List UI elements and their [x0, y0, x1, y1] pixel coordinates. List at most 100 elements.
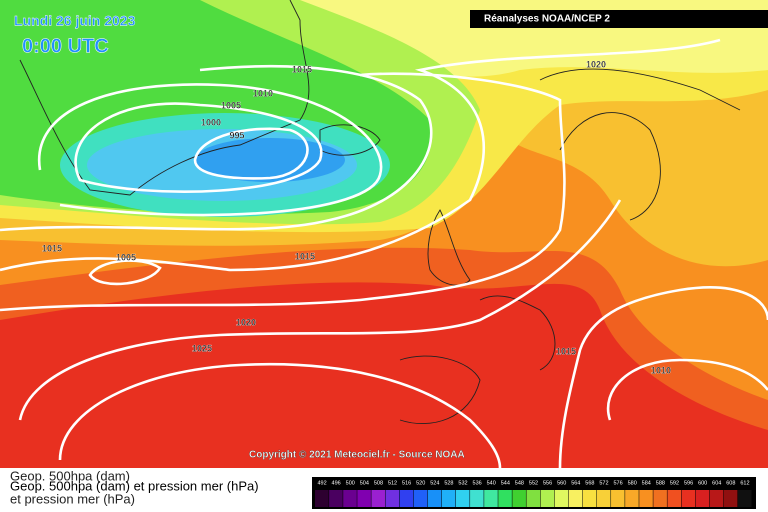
isobar-label: 1015	[295, 251, 315, 261]
legend-swatch	[695, 490, 710, 507]
legend-swatch	[737, 490, 752, 507]
isobar-label: 1015	[556, 346, 576, 356]
isobar-label: 1010	[253, 88, 273, 98]
legend-swatch	[329, 490, 343, 507]
caption-line: Geop. 500hpa (dam)	[10, 468, 130, 483]
isobar	[0, 64, 433, 232]
legend-swatch	[596, 490, 611, 507]
legend-label: 540	[487, 480, 496, 486]
isobar	[558, 286, 768, 469]
legend-swatch	[681, 490, 696, 507]
legend-label: 612	[740, 480, 749, 486]
isobar-label: 1005	[116, 252, 136, 262]
legend-label: 584	[642, 480, 651, 486]
legend-label: 576	[613, 480, 622, 486]
legend-label: 520	[416, 480, 425, 486]
legend-label: 572	[599, 480, 608, 486]
legend-swatch	[526, 490, 541, 507]
isobar-label: 1025	[192, 343, 212, 353]
legend-label: 588	[656, 480, 665, 486]
legend-label: 508	[374, 480, 383, 486]
legend-swatch	[470, 490, 484, 507]
isobar-label: 1005	[221, 100, 241, 110]
legend-swatch	[371, 490, 385, 507]
isobars	[0, 38, 768, 469]
legend-label: 504	[360, 480, 369, 486]
legend-label: 516	[402, 480, 411, 486]
legend-label: 568	[585, 480, 594, 486]
isobar	[58, 362, 502, 469]
caption: Geop. 500hpa (dam) et pression mer (hPa)	[10, 478, 259, 493]
isobar	[606, 358, 768, 421]
legend-label: 496	[332, 480, 341, 486]
date-label: Lundi 26 juin 2023	[14, 13, 136, 29]
legend-swatch	[315, 490, 329, 507]
geopotential-field	[0, 0, 768, 468]
isobar-label: 1015	[42, 243, 62, 253]
legend-label: 600	[698, 480, 707, 486]
legend-swatch	[667, 490, 682, 507]
legend-swatch	[723, 490, 738, 507]
legend-swatch	[709, 490, 724, 507]
isobar	[37, 83, 383, 217]
legend-label: 608	[726, 480, 735, 486]
legend-label: 492	[317, 480, 326, 486]
legend-swatch	[625, 490, 639, 507]
legend-label: 580	[628, 480, 637, 486]
isobar	[0, 38, 721, 272]
legend-label: 604	[712, 480, 721, 486]
legend-label: 548	[515, 480, 524, 486]
legend-swatch	[582, 490, 597, 507]
legend-label: 560	[557, 480, 566, 486]
legend-label: 556	[543, 480, 552, 486]
legend-label: 544	[501, 480, 510, 486]
legend-swatch	[498, 490, 512, 507]
source-box	[470, 10, 768, 28]
legend-label: 564	[571, 480, 580, 486]
isobar-label: 1020	[236, 317, 256, 327]
legend-swatch	[653, 490, 667, 507]
legend: 492 496 500 504 508 512 516 520 524 528 532 536 540 5…	[315, 480, 752, 507]
isobar-label: 995	[229, 130, 244, 140]
isobar-label: 1015	[292, 64, 312, 74]
isobar	[18, 199, 622, 421]
legend-label: 532	[458, 480, 467, 486]
legend-label: 596	[684, 480, 693, 486]
legend-swatch	[512, 490, 526, 507]
legend-swatch	[413, 490, 428, 507]
legend-label: 536	[473, 480, 482, 486]
scandinavia-coast	[539, 68, 741, 221]
legend-swatch	[441, 490, 456, 507]
time-label: 0:00 UTC	[22, 35, 109, 57]
legend-swatch	[611, 490, 625, 507]
copyright: Copyright © 2021 Meteociel.fr - Source N…	[249, 450, 465, 461]
isobar-labels: 1015 102010101005100099510051015101510201…	[42, 59, 671, 375]
legend-swatch	[385, 490, 400, 507]
legend-swatch	[455, 490, 470, 507]
legend-swatch	[357, 490, 371, 507]
isobar	[88, 259, 162, 286]
legend-swatch	[484, 490, 498, 507]
legend-swatch	[343, 490, 357, 507]
source-label: Réanalyses NOAA/NCEP 2	[484, 14, 610, 25]
legend-swatch	[399, 490, 414, 507]
legend-label: 512	[388, 480, 397, 486]
isobar-label: 1000	[201, 117, 221, 127]
caption-line: et pression mer (hPa)	[10, 491, 135, 506]
isobar-label: 1010	[651, 365, 671, 375]
europe-coast	[399, 295, 556, 424]
legend-swatch	[427, 490, 442, 507]
isobar-label: 1020	[586, 59, 606, 69]
isobar	[0, 72, 566, 312]
iceland-coast	[319, 124, 381, 156]
legend-label: 592	[670, 480, 679, 486]
legend-label: 524	[430, 480, 439, 486]
legend-label: 528	[444, 480, 453, 486]
isobar	[193, 127, 309, 180]
legend-swatch	[568, 490, 583, 507]
isobar	[74, 102, 323, 193]
legend-swatch	[540, 490, 555, 507]
legend-swatch	[554, 490, 569, 507]
legend-swatch	[639, 490, 653, 507]
